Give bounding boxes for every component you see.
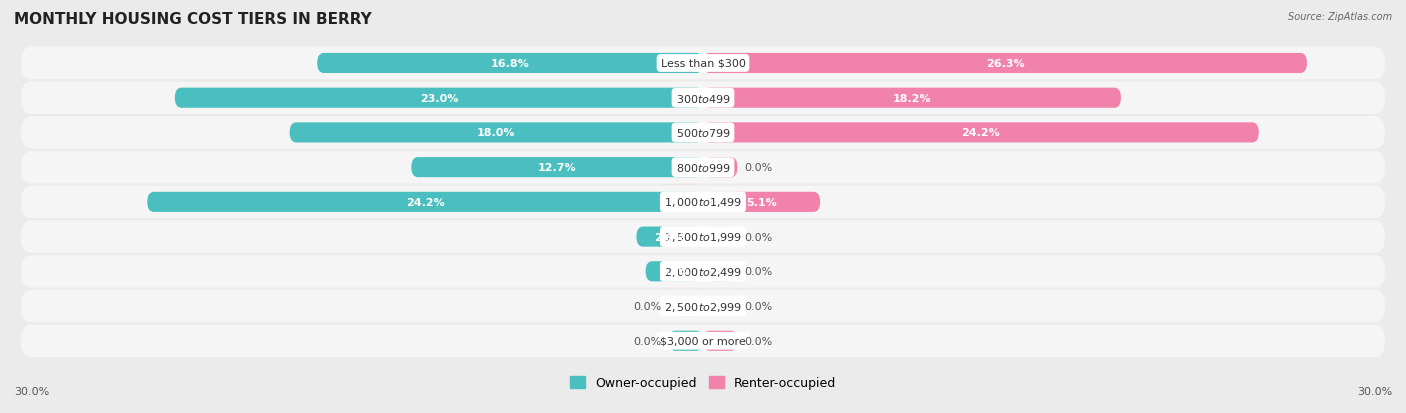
FancyBboxPatch shape — [669, 331, 703, 351]
FancyBboxPatch shape — [703, 261, 738, 282]
FancyBboxPatch shape — [21, 82, 1385, 115]
FancyBboxPatch shape — [318, 54, 703, 74]
FancyBboxPatch shape — [21, 255, 1385, 288]
Text: 2.5%: 2.5% — [659, 267, 690, 277]
Text: 0.0%: 0.0% — [634, 336, 662, 346]
FancyBboxPatch shape — [669, 296, 703, 316]
Text: Less than $300: Less than $300 — [661, 59, 745, 69]
Legend: Owner-occupied, Renter-occupied: Owner-occupied, Renter-occupied — [565, 371, 841, 394]
Text: $500 to $799: $500 to $799 — [675, 127, 731, 139]
FancyBboxPatch shape — [412, 158, 703, 178]
FancyBboxPatch shape — [21, 152, 1385, 184]
Text: 18.2%: 18.2% — [893, 93, 931, 103]
Text: 0.0%: 0.0% — [744, 163, 772, 173]
Text: $2,500 to $2,999: $2,500 to $2,999 — [664, 300, 742, 313]
Text: $300 to $499: $300 to $499 — [675, 93, 731, 104]
Text: 23.0%: 23.0% — [420, 93, 458, 103]
Text: 18.0%: 18.0% — [477, 128, 516, 138]
FancyBboxPatch shape — [703, 88, 1121, 109]
FancyBboxPatch shape — [703, 296, 738, 316]
FancyBboxPatch shape — [703, 158, 738, 178]
Text: $1,000 to $1,499: $1,000 to $1,499 — [664, 196, 742, 209]
Text: 5.1%: 5.1% — [747, 197, 778, 207]
FancyBboxPatch shape — [21, 325, 1385, 357]
FancyBboxPatch shape — [645, 261, 703, 282]
Text: Source: ZipAtlas.com: Source: ZipAtlas.com — [1288, 12, 1392, 22]
FancyBboxPatch shape — [21, 117, 1385, 150]
Text: 0.0%: 0.0% — [634, 301, 662, 311]
FancyBboxPatch shape — [703, 331, 738, 351]
FancyBboxPatch shape — [148, 192, 703, 212]
Text: 24.2%: 24.2% — [406, 197, 444, 207]
Text: 30.0%: 30.0% — [14, 387, 49, 396]
Text: MONTHLY HOUSING COST TIERS IN BERRY: MONTHLY HOUSING COST TIERS IN BERRY — [14, 12, 371, 27]
Text: $800 to $999: $800 to $999 — [675, 162, 731, 174]
FancyBboxPatch shape — [637, 227, 703, 247]
Text: 0.0%: 0.0% — [744, 336, 772, 346]
Text: $1,500 to $1,999: $1,500 to $1,999 — [664, 230, 742, 244]
Text: $3,000 or more: $3,000 or more — [661, 336, 745, 346]
Text: 0.0%: 0.0% — [744, 232, 772, 242]
Text: $2,000 to $2,499: $2,000 to $2,499 — [664, 265, 742, 278]
Text: 30.0%: 30.0% — [1357, 387, 1392, 396]
Text: 26.3%: 26.3% — [986, 59, 1025, 69]
FancyBboxPatch shape — [703, 192, 820, 212]
Text: 0.0%: 0.0% — [744, 267, 772, 277]
FancyBboxPatch shape — [703, 123, 1258, 143]
FancyBboxPatch shape — [290, 123, 703, 143]
FancyBboxPatch shape — [21, 186, 1385, 218]
FancyBboxPatch shape — [21, 221, 1385, 253]
Text: 12.7%: 12.7% — [538, 163, 576, 173]
Text: 16.8%: 16.8% — [491, 59, 530, 69]
FancyBboxPatch shape — [703, 227, 738, 247]
Text: 24.2%: 24.2% — [962, 128, 1000, 138]
FancyBboxPatch shape — [703, 54, 1308, 74]
Text: 2.9%: 2.9% — [654, 232, 685, 242]
FancyBboxPatch shape — [21, 290, 1385, 323]
FancyBboxPatch shape — [174, 88, 703, 109]
Text: 0.0%: 0.0% — [744, 301, 772, 311]
FancyBboxPatch shape — [21, 47, 1385, 80]
